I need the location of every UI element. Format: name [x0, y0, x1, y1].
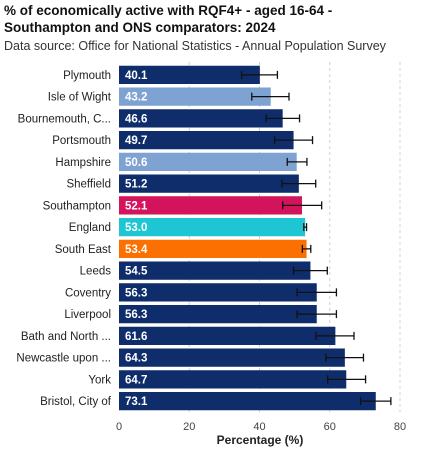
error-bar — [251, 92, 290, 101]
error-bar — [315, 331, 355, 340]
error-bar — [296, 288, 338, 297]
value-label: 56.3 — [125, 287, 147, 299]
x-tick-label: 60 — [324, 421, 336, 433]
bar-layer: Plymouth 40.1 Isle of Wight 43.2 Bournemouth… — [16, 65, 392, 411]
bar — [119, 130, 294, 150]
x-tick-label: 40 — [253, 421, 265, 433]
error-bar — [360, 397, 392, 406]
value-label: 52.1 — [125, 200, 148, 212]
error-bar — [303, 223, 308, 232]
bar — [119, 391, 376, 411]
error-bar — [286, 157, 308, 166]
bar — [119, 87, 271, 106]
category-label: Coventry — [65, 287, 111, 299]
value-label: 50.6 — [125, 157, 147, 169]
category-label: South East — [55, 244, 112, 256]
value-label: 40.1 — [125, 70, 148, 82]
axis-layer: Percentage (%) 0 20 40 60 80 — [116, 421, 406, 447]
error-bar — [326, 375, 367, 384]
value-label: 54.5 — [125, 266, 148, 278]
x-tick-label: 0 — [116, 421, 122, 433]
category-label: Newcastle upon ... — [16, 353, 111, 365]
bar — [119, 65, 260, 85]
category-label: Isle of Wight — [48, 92, 112, 104]
error-bar — [240, 70, 279, 79]
category-label: Plymouth — [63, 70, 111, 82]
error-bar — [292, 266, 328, 275]
bar — [119, 174, 299, 193]
error-bar — [325, 353, 365, 362]
chart-title: % of economically active with RQF4+ - ag… — [4, 3, 333, 35]
category-label: Southampton — [43, 200, 111, 212]
bar — [119, 239, 307, 259]
error-bar — [281, 179, 317, 188]
category-label: Bath and North ... — [21, 331, 111, 343]
value-label: 43.2 — [125, 92, 147, 104]
value-label: 53.0 — [125, 222, 147, 234]
value-label: 73.1 — [125, 396, 148, 408]
category-label: York — [88, 374, 111, 386]
bar — [119, 109, 283, 128]
value-label: 56.3 — [125, 309, 147, 321]
value-label: 64.3 — [125, 353, 147, 365]
category-label: Liverpool — [64, 309, 111, 321]
error-bar — [265, 114, 301, 123]
bar — [119, 348, 345, 367]
category-label: England — [69, 222, 111, 234]
bar — [119, 283, 317, 302]
bar — [119, 152, 297, 172]
grid-layer — [188, 62, 401, 412]
bar — [119, 261, 311, 280]
x-tick-label: 20 — [183, 421, 195, 433]
category-label: Portsmouth — [52, 135, 111, 147]
chart-subtitle: Data source: Office for National Statist… — [4, 39, 386, 53]
category-label: Bournemouth, C... — [18, 113, 111, 125]
category-label: Leeds — [80, 266, 112, 278]
x-axis-title: Percentage (%) — [217, 433, 304, 447]
bar — [119, 370, 347, 389]
bar — [119, 326, 336, 346]
bar — [119, 217, 306, 237]
category-label: Hampshire — [55, 157, 111, 169]
bar — [119, 196, 303, 215]
error-bar — [301, 244, 312, 253]
bar — [119, 304, 317, 324]
error-bar — [273, 136, 314, 145]
value-label: 53.4 — [125, 244, 148, 256]
category-label: Sheffield — [66, 179, 111, 191]
value-label: 49.7 — [125, 135, 147, 147]
error-bar — [282, 201, 323, 210]
value-label: 61.6 — [125, 331, 147, 343]
value-label: 46.6 — [125, 113, 147, 125]
error-bar — [296, 310, 338, 319]
x-tick-label: 80 — [394, 421, 406, 433]
category-label: Bristol, City of — [40, 396, 112, 408]
value-label: 51.2 — [125, 179, 147, 191]
value-label: 64.7 — [125, 374, 147, 386]
